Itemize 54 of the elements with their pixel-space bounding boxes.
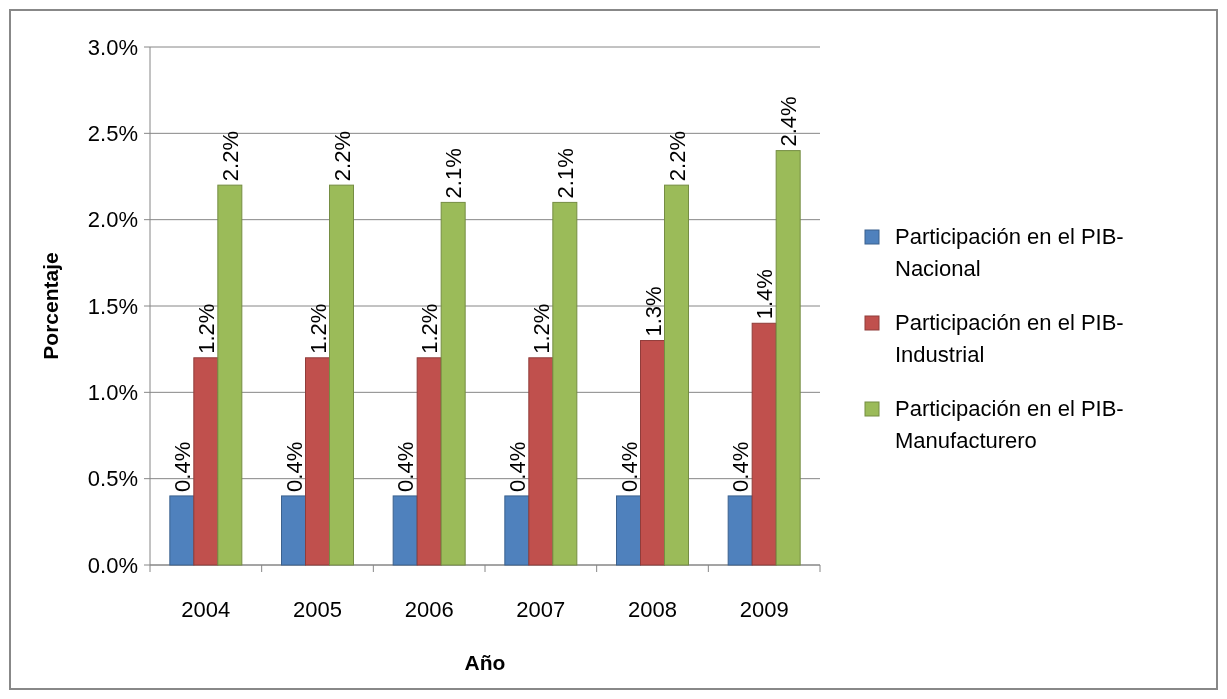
data-label: 0.4%: [728, 441, 754, 492]
data-label: 0.4%: [281, 441, 307, 492]
bar: [305, 357, 330, 566]
x-tick-label: 2008: [628, 597, 677, 622]
y-tick-label: 1.0%: [87, 380, 138, 406]
bar: [552, 201, 578, 566]
bar: [528, 357, 554, 566]
data-label: 1.2%: [193, 303, 219, 354]
x-tick-label: 2006: [404, 597, 454, 622]
data-label: 2.2%: [664, 130, 690, 182]
data-label: 0.4%: [616, 441, 642, 492]
y-tick-label: 0.0%: [87, 552, 138, 578]
legend-label: Participación en el PIB-Industrial: [895, 310, 1124, 367]
data-label: 2.2%: [217, 130, 243, 182]
x-axis-title: Año: [464, 651, 506, 674]
data-label: 0.4%: [504, 441, 530, 492]
y-tick-label: 2.0%: [87, 207, 138, 233]
data-label: 1.3%: [640, 286, 666, 337]
data-label: 1.2%: [417, 303, 443, 354]
data-label: 1.2%: [305, 303, 331, 354]
y-tick-label: 3.0%: [87, 34, 138, 60]
legend-label: Participación en el PIB-Manufacturero: [895, 396, 1124, 453]
bar: [416, 357, 442, 566]
y-tick-label: 2.5%: [87, 121, 138, 147]
data-label: 0.4%: [169, 441, 195, 492]
bar: [217, 184, 243, 566]
data-label: 0.4%: [393, 441, 419, 492]
bar: [392, 495, 418, 566]
data-label: 2.4%: [776, 96, 802, 147]
data-label: 1.2%: [528, 303, 554, 354]
x-tick-label: 2005: [293, 597, 342, 622]
bar: [616, 495, 641, 566]
legend-label: Participación en el PIB-Nacional: [895, 224, 1124, 281]
bar: [640, 340, 665, 566]
x-tick-label: 2004: [181, 597, 231, 622]
bar: [329, 184, 354, 566]
data-label: 2.2%: [329, 130, 355, 182]
bar: [751, 322, 777, 566]
data-label: 2.1%: [441, 148, 467, 199]
y-tick-label: 1.5%: [87, 293, 138, 319]
bar: [664, 184, 689, 566]
bar: [281, 495, 306, 566]
bar: [440, 201, 466, 566]
x-tick-label: 2007: [516, 597, 566, 622]
bar: [169, 495, 195, 566]
y-axis-title: Porcentaje: [39, 252, 62, 360]
bar: [727, 495, 753, 566]
bar: [193, 357, 219, 566]
data-label: 1.4%: [752, 269, 778, 320]
bar: [775, 150, 801, 566]
bar: [504, 495, 530, 566]
x-tick-label: 2009: [739, 597, 789, 622]
data-label: 2.1%: [552, 148, 578, 199]
y-tick-label: 0.5%: [87, 466, 138, 492]
